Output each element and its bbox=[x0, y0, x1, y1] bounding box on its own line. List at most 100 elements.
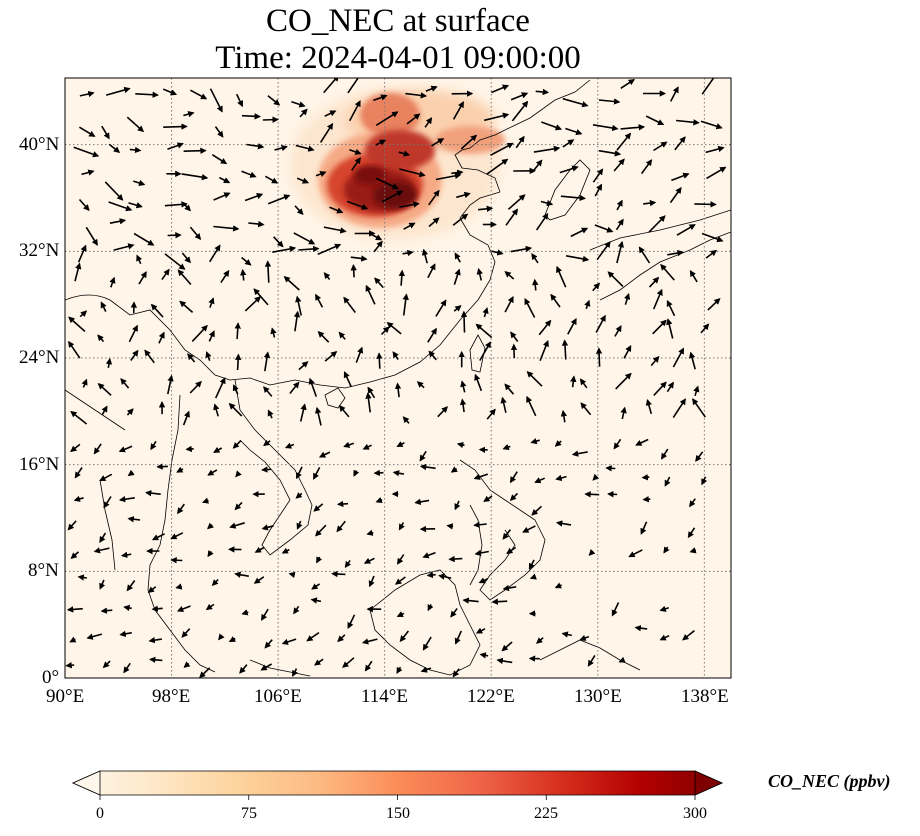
wind-arrow bbox=[501, 641, 513, 652]
lon-tick-label: 98°E bbox=[152, 686, 191, 707]
wind-arrow bbox=[427, 603, 434, 612]
wind-arrow bbox=[635, 438, 649, 446]
wind-arrow bbox=[218, 633, 225, 641]
wind-arrow bbox=[240, 268, 247, 281]
wind-arrow bbox=[376, 352, 383, 369]
wind-arrow bbox=[491, 84, 510, 94]
wind-arrow bbox=[504, 383, 515, 395]
wind-arrow bbox=[299, 108, 308, 118]
wind-arrow bbox=[672, 347, 685, 368]
wind-arrow bbox=[701, 476, 708, 486]
wind-arrow bbox=[456, 441, 465, 449]
wind-arrow bbox=[207, 469, 218, 476]
colorbar-tick-label: 75 bbox=[241, 805, 257, 822]
wind-arrow bbox=[253, 288, 269, 306]
wind-arrow bbox=[689, 547, 697, 554]
wind-arrow bbox=[474, 373, 483, 392]
wind-arrow bbox=[454, 252, 461, 263]
wind-arrow bbox=[375, 497, 383, 504]
wind-arrow bbox=[343, 371, 353, 388]
wind-arrow bbox=[70, 443, 81, 453]
wind-arrow bbox=[265, 175, 279, 184]
wind-arrow bbox=[363, 557, 375, 564]
wind-arrow bbox=[661, 448, 669, 460]
wind-arrow bbox=[182, 410, 190, 426]
wind-arrow bbox=[559, 165, 579, 174]
wind-arrow bbox=[375, 139, 387, 146]
wind-arrow bbox=[99, 473, 113, 482]
wind-arrow bbox=[267, 194, 291, 205]
wind-arrow bbox=[450, 466, 458, 473]
wind-arrow bbox=[491, 249, 504, 256]
wind-arrow bbox=[366, 529, 374, 536]
wind-arrow bbox=[133, 179, 146, 187]
wind-arrow bbox=[167, 374, 174, 395]
wind-arrow bbox=[425, 85, 438, 92]
map-time-subtitle: Time: 2024-04-01 09:00:00 bbox=[215, 40, 581, 76]
wind-arrow bbox=[403, 222, 416, 230]
wind-arrow bbox=[295, 295, 302, 316]
wind-arrow bbox=[298, 361, 309, 371]
wind-arrow bbox=[324, 110, 337, 117]
wind-arrow bbox=[235, 93, 244, 108]
wind-arrow bbox=[645, 398, 653, 415]
wind-arrow bbox=[648, 215, 666, 233]
wind-arrow bbox=[273, 236, 284, 248]
wind-arrow bbox=[565, 255, 590, 263]
wind-arrow bbox=[104, 181, 124, 201]
wind-arrow bbox=[701, 232, 724, 243]
wind-arrow bbox=[613, 438, 622, 450]
wind-arrow bbox=[476, 267, 483, 281]
wind-arrow bbox=[541, 121, 563, 131]
wind-arrow bbox=[77, 244, 87, 263]
wind-arrow bbox=[318, 451, 331, 458]
wind-arrow bbox=[213, 192, 231, 201]
wind-arrow bbox=[343, 296, 356, 313]
wind-arrow bbox=[435, 299, 447, 317]
wind-arrow bbox=[241, 113, 261, 120]
wind-arrow bbox=[133, 232, 155, 246]
wind-arrow bbox=[392, 470, 405, 477]
wind-arrow bbox=[611, 602, 620, 617]
wind-arrow bbox=[515, 135, 525, 149]
wind-arrow bbox=[396, 611, 405, 618]
wind-arrow bbox=[570, 375, 577, 388]
wind-arrow bbox=[641, 474, 650, 481]
wind-arrow bbox=[660, 263, 675, 281]
wind-arrow bbox=[343, 441, 355, 448]
wind-arrow bbox=[319, 122, 334, 143]
wind-arrow bbox=[567, 317, 577, 335]
wind-arrow bbox=[150, 440, 157, 451]
wind-arrow bbox=[228, 636, 236, 643]
wind-arrow bbox=[344, 559, 352, 568]
wind-arrow bbox=[592, 282, 601, 292]
wind-arrow bbox=[554, 440, 562, 447]
wind-arrow bbox=[347, 78, 363, 94]
wind-arrow bbox=[234, 571, 249, 578]
wind-arrow bbox=[667, 249, 684, 257]
wind-arrow bbox=[69, 636, 77, 643]
wind-arrow bbox=[97, 334, 105, 343]
wind-arrow bbox=[270, 327, 277, 338]
wind-arrow bbox=[452, 101, 464, 120]
wind-arrow bbox=[241, 609, 249, 616]
wind-arrow bbox=[208, 297, 215, 308]
wind-arrow bbox=[298, 245, 320, 253]
wind-arrow bbox=[314, 658, 324, 666]
wind-arrow bbox=[296, 520, 303, 530]
wind-arrow bbox=[113, 243, 135, 251]
wind-arrow bbox=[281, 638, 297, 645]
wind-arrow bbox=[502, 529, 512, 540]
wind-arrow bbox=[506, 546, 517, 555]
wind-arrow bbox=[428, 217, 440, 228]
wind-arrow bbox=[264, 260, 272, 283]
wind-arrow bbox=[78, 126, 96, 137]
wind-arrow bbox=[151, 533, 165, 541]
wind-arrow bbox=[373, 94, 388, 102]
wind-arrow bbox=[570, 227, 589, 238]
wind-arrow bbox=[510, 92, 529, 101]
wind-arrow bbox=[504, 295, 514, 313]
wind-arrow bbox=[313, 503, 324, 512]
wind-arrow bbox=[338, 405, 350, 418]
wind-arrow bbox=[317, 330, 330, 343]
